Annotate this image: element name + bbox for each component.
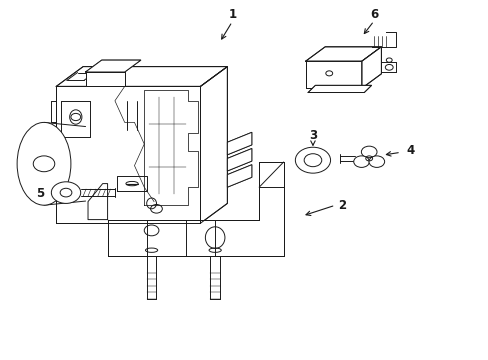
Circle shape [368, 156, 384, 167]
Polygon shape [85, 72, 124, 86]
Text: 3: 3 [308, 129, 316, 141]
Polygon shape [107, 162, 283, 256]
Polygon shape [227, 132, 251, 155]
Text: 5: 5 [36, 187, 44, 200]
Circle shape [353, 156, 368, 167]
Polygon shape [227, 165, 251, 187]
Text: 6: 6 [369, 8, 377, 21]
Ellipse shape [69, 110, 81, 124]
Polygon shape [56, 86, 200, 223]
Polygon shape [56, 67, 227, 86]
Circle shape [361, 146, 376, 158]
Polygon shape [227, 149, 251, 171]
Text: 2: 2 [338, 199, 346, 212]
Polygon shape [200, 67, 227, 223]
Circle shape [295, 147, 330, 173]
Text: 1: 1 [228, 8, 236, 21]
Text: 4: 4 [406, 144, 414, 157]
Polygon shape [305, 47, 381, 61]
Ellipse shape [17, 122, 71, 205]
Polygon shape [361, 47, 381, 88]
Polygon shape [307, 85, 371, 93]
Polygon shape [85, 60, 141, 72]
Polygon shape [305, 61, 361, 88]
Circle shape [51, 182, 81, 203]
